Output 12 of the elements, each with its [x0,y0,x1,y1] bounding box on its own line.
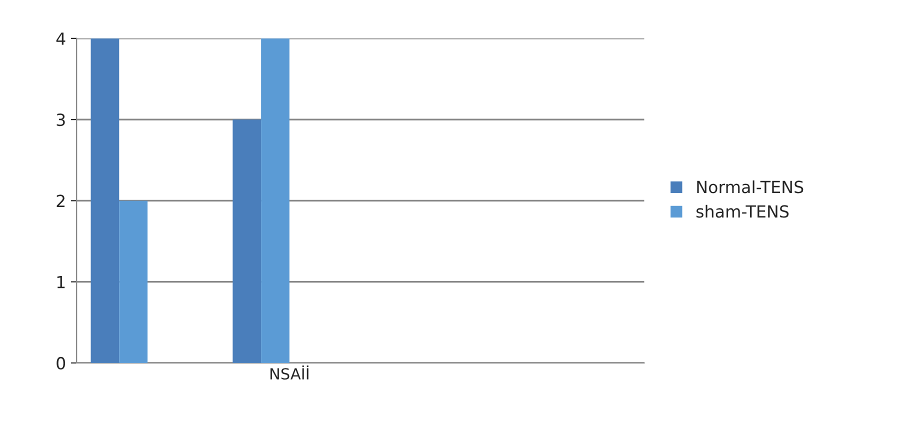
y-tick-label: 3 [56,114,65,126]
bar [261,38,290,363]
bar [90,38,120,363]
y-tick-label: 0 [56,356,66,370]
bar [232,120,262,363]
legend-label: sham-TENS [696,204,789,218]
y-tick-label: 2 [56,194,64,208]
legend-label: Normal-TENS [697,180,804,194]
y-tick-label: 1 [57,276,65,288]
y-tick-label: 4 [56,32,66,45]
bar [119,200,148,363]
x-tick-label: NSAİİ [270,365,308,380]
